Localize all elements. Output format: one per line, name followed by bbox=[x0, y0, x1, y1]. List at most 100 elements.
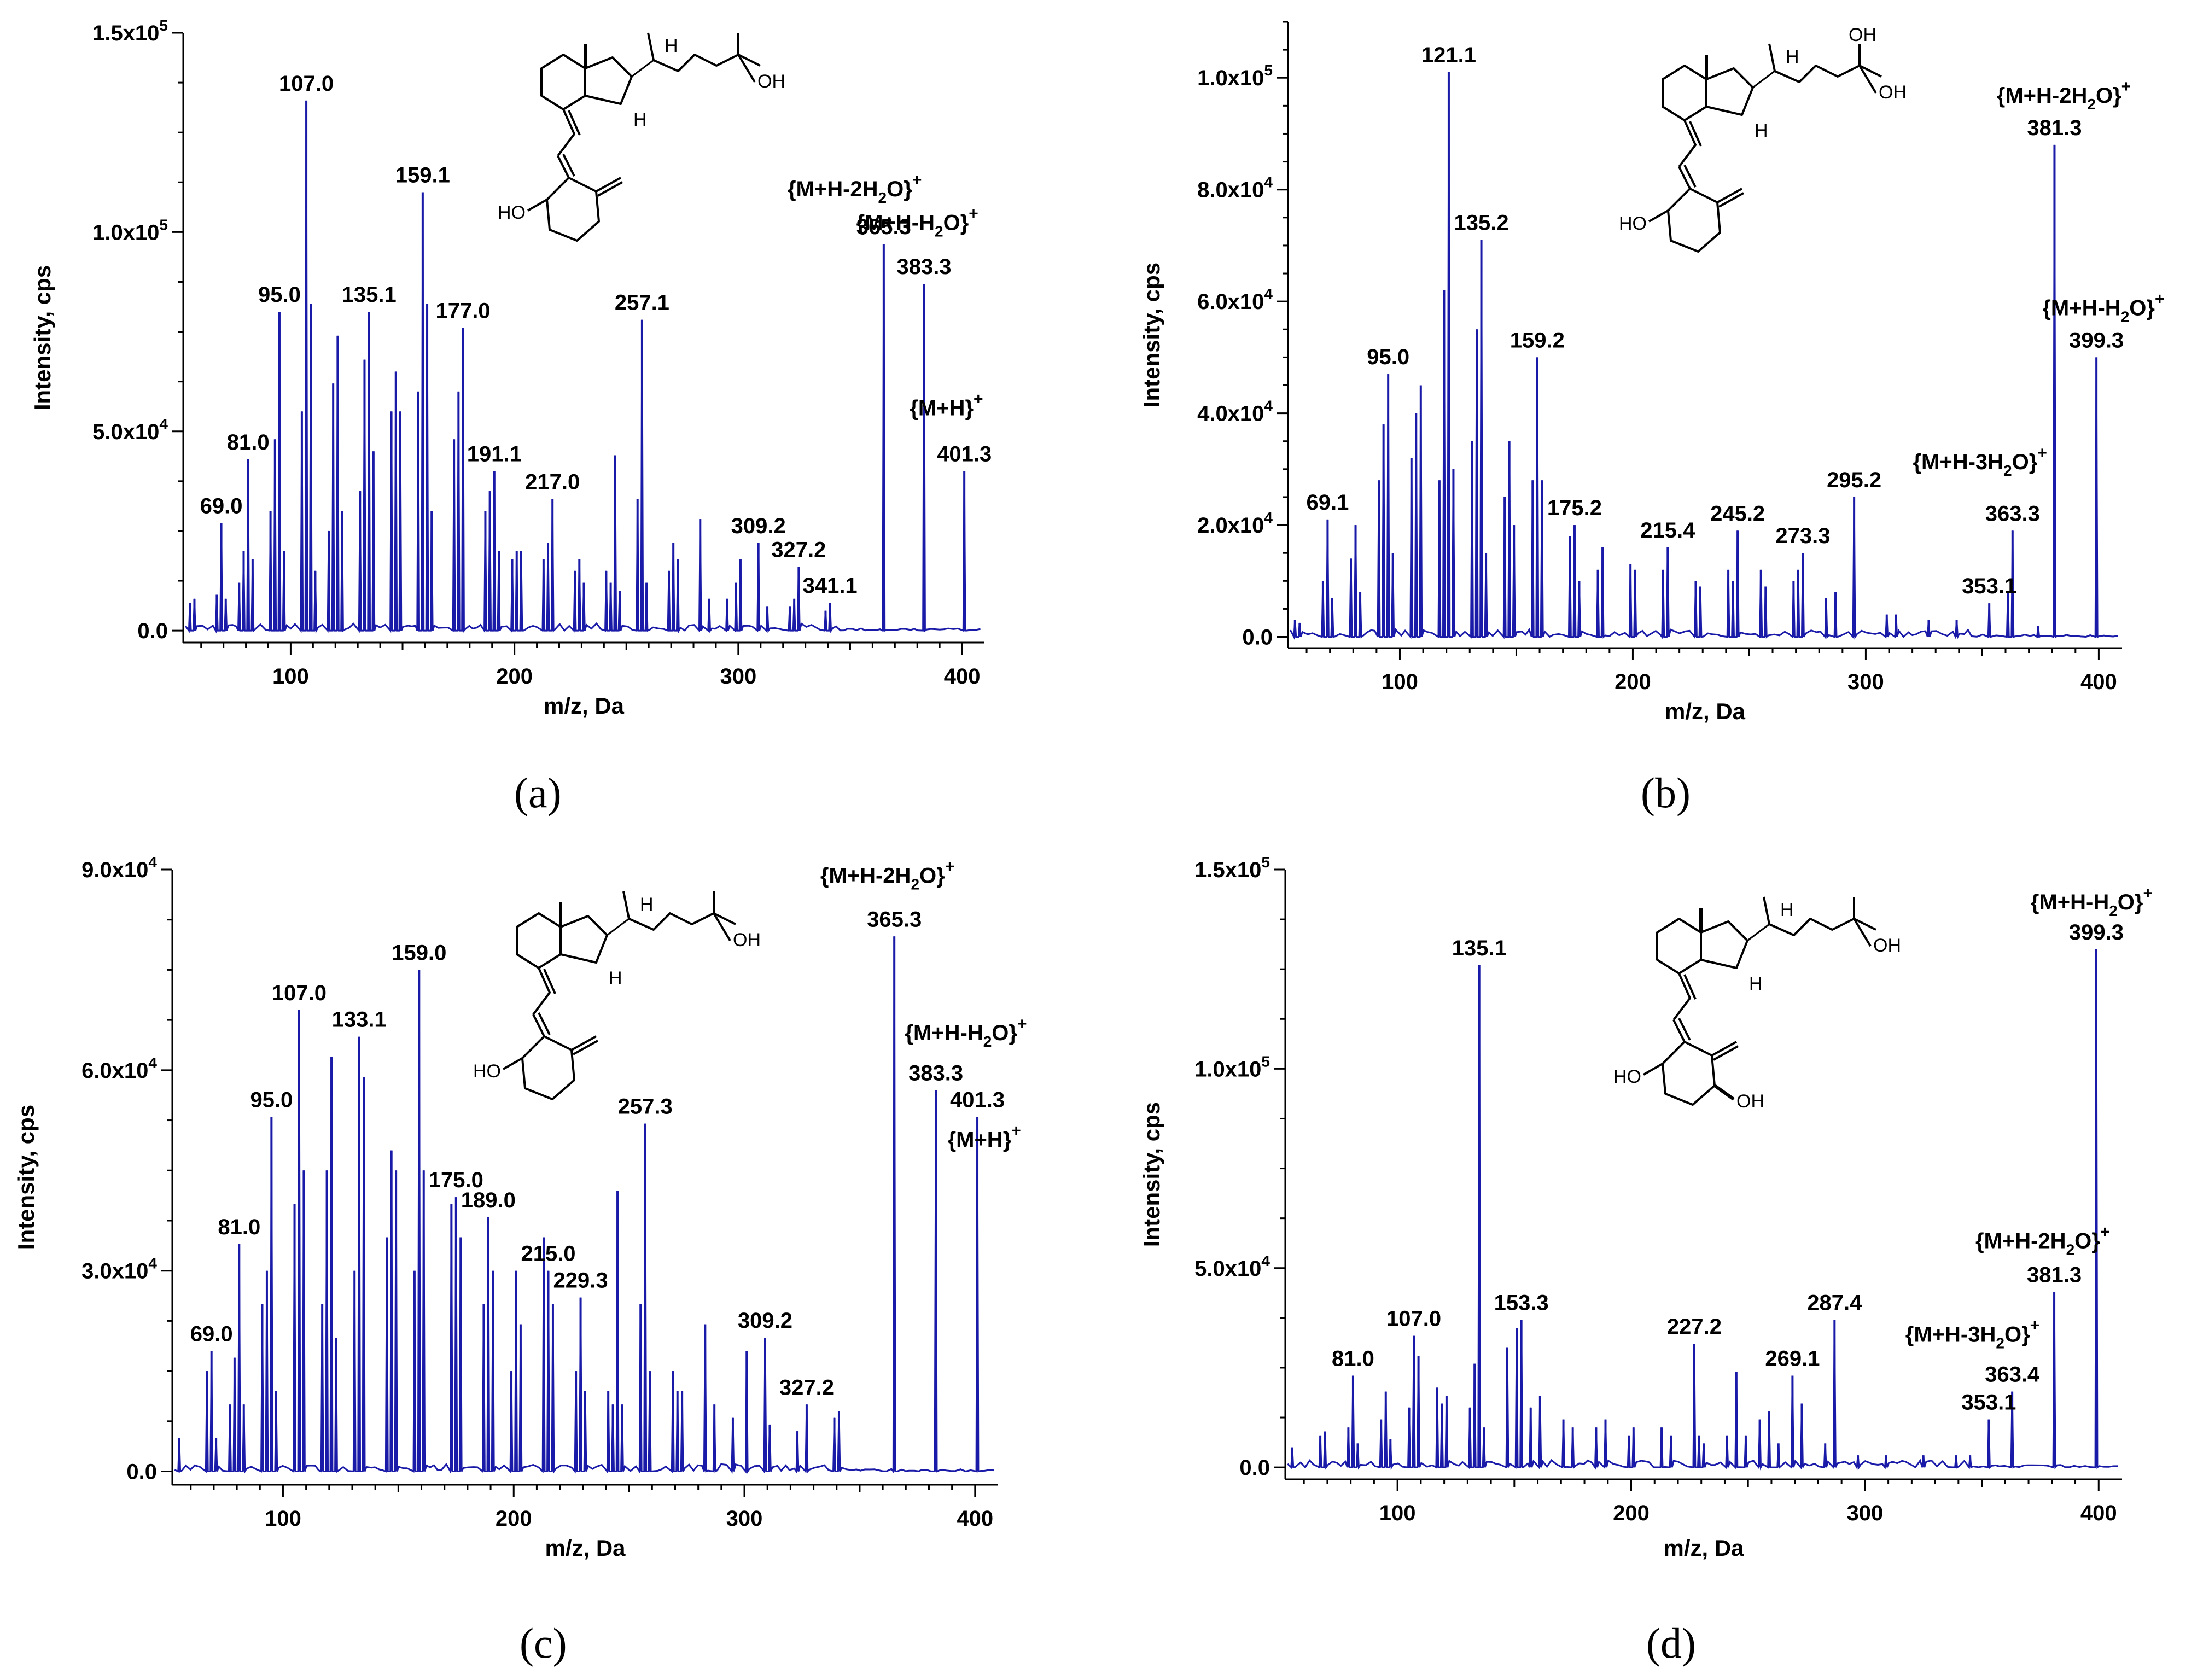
peak-label: 287.4 bbox=[1807, 1291, 1862, 1315]
bond bbox=[1858, 65, 1877, 94]
peak-label: 381.3 bbox=[2027, 1263, 2082, 1287]
peak-label: 95.0 bbox=[1367, 345, 1409, 369]
y-tick-label: 1.5x105 bbox=[1194, 854, 1270, 882]
bond bbox=[1667, 188, 1721, 253]
bond bbox=[1700, 920, 1748, 969]
y-tick-label: 8.0x104 bbox=[1197, 174, 1273, 202]
panel-label-c: (c) bbox=[520, 1619, 567, 1667]
peak-label: 215.0 bbox=[521, 1242, 575, 1266]
bond bbox=[628, 912, 736, 931]
panel-label-a: (a) bbox=[514, 769, 562, 816]
x-tick-label: 200 bbox=[496, 664, 533, 689]
peak-label: 95.0 bbox=[250, 1088, 293, 1112]
bond bbox=[1683, 165, 1697, 188]
bond bbox=[1769, 918, 1876, 936]
peak-label: 353.1 bbox=[1961, 1391, 2016, 1415]
peak-label: 107.0 bbox=[279, 72, 334, 96]
bond bbox=[562, 154, 575, 177]
x-tick-label: 200 bbox=[496, 1507, 532, 1531]
peak-label: 327.2 bbox=[779, 1375, 834, 1399]
hydrogen-label: H bbox=[1786, 46, 1799, 67]
bond bbox=[573, 1040, 598, 1055]
hydroxyl-label: OH bbox=[1849, 25, 1876, 45]
bond bbox=[503, 1057, 523, 1070]
ion-annotation: {M+H-2H2O}+ bbox=[1975, 1223, 2109, 1258]
x-tick-label: 400 bbox=[2080, 670, 2117, 694]
peak-label: 135.1 bbox=[342, 283, 397, 307]
peak-label: 189.0 bbox=[461, 1188, 516, 1212]
molecular-structure: H H OH HO bbox=[473, 891, 761, 1100]
bond bbox=[560, 915, 608, 964]
panel-label-b: (b) bbox=[1641, 769, 1691, 816]
peak-label: 227.2 bbox=[1667, 1315, 1722, 1339]
hydroxyl-label: OH bbox=[1736, 1091, 1764, 1112]
bond bbox=[596, 177, 621, 192]
chart-panel-c: 100 200 300 400 0.0 3.0x104 6.0x104 9.0x104 m/z,… bbox=[13, 854, 1027, 1561]
hydroxyl-label: OH bbox=[1873, 935, 1901, 956]
peak-label: 159.0 bbox=[392, 941, 446, 965]
y-tick-label: 4.0x104 bbox=[1197, 398, 1273, 426]
bond bbox=[516, 912, 562, 969]
bond bbox=[543, 969, 556, 994]
ion-annotation: {M+H}+ bbox=[910, 390, 983, 421]
peak-label: 363.4 bbox=[1985, 1363, 2040, 1387]
peak-label: 401.3 bbox=[950, 1088, 1005, 1112]
x-axis-title: m/z, Da bbox=[1665, 698, 1746, 724]
peak-label: 365.3 bbox=[856, 215, 911, 239]
ion-annotation: {M+H-3H2O}+ bbox=[1913, 444, 2047, 479]
bond bbox=[647, 32, 655, 61]
y-tick-label: 1.5x105 bbox=[92, 17, 168, 45]
y-axis-title: Intensity, cps bbox=[30, 265, 55, 410]
hydrogen-label: H bbox=[609, 968, 622, 989]
bond bbox=[622, 891, 630, 919]
y-axis-title: Intensity, cps bbox=[1139, 1102, 1164, 1247]
peak-label: 107.0 bbox=[1386, 1307, 1441, 1331]
peak-label: 191.1 bbox=[467, 442, 522, 466]
peak-label: 257.3 bbox=[618, 1095, 673, 1119]
bond bbox=[1678, 1018, 1691, 1041]
peak-label: 365.3 bbox=[867, 907, 922, 931]
bond bbox=[532, 1014, 545, 1037]
x-tick-label: 400 bbox=[957, 1507, 993, 1531]
bond bbox=[1672, 1019, 1686, 1042]
peak-label: 309.2 bbox=[738, 1309, 792, 1333]
bond bbox=[1672, 973, 1691, 1021]
peak-label: 295.2 bbox=[1827, 468, 1881, 492]
peak-label: 69.0 bbox=[200, 494, 243, 518]
peak-label: 133.1 bbox=[332, 1008, 387, 1032]
peak-label: 81.0 bbox=[227, 430, 270, 454]
peak-label: 159.2 bbox=[1510, 328, 1565, 352]
bond bbox=[1648, 209, 1669, 223]
y-tick-label: 0.0 bbox=[1242, 626, 1273, 650]
x-tick-label: 300 bbox=[726, 1507, 763, 1531]
panel-label-d: (d) bbox=[1646, 1619, 1696, 1667]
hydroxyl-label: OH bbox=[1879, 82, 1907, 103]
peak-label: 363.3 bbox=[1985, 501, 2040, 526]
peak-label: 353.1 bbox=[1962, 574, 2016, 598]
bond bbox=[1678, 166, 1691, 189]
peak-label: 135.1 bbox=[1452, 936, 1507, 960]
hydrogen-label: H bbox=[640, 894, 654, 915]
y-tick-label: 3.0x104 bbox=[81, 1255, 157, 1284]
bond bbox=[557, 155, 570, 178]
peak-label: 217.0 bbox=[525, 470, 580, 494]
bond bbox=[1713, 1045, 1739, 1061]
bond bbox=[527, 199, 547, 212]
spectrum-trace bbox=[174, 936, 994, 1475]
peak-label: 69.0 bbox=[190, 1322, 233, 1346]
ion-annotation: {M+H-H2O}+ bbox=[2042, 290, 2164, 325]
peak-label: 381.3 bbox=[2027, 116, 2082, 140]
bond bbox=[1689, 121, 1702, 147]
y-axis-title: Intensity, cps bbox=[1139, 262, 1164, 407]
y-tick-label: 2.0x104 bbox=[1197, 509, 1273, 538]
molecular-structure: H H OH HO OH bbox=[1619, 25, 1907, 253]
x-tick-label: 200 bbox=[1615, 670, 1651, 694]
y-tick-label: 1.0x105 bbox=[1197, 62, 1273, 90]
bond bbox=[1774, 65, 1882, 83]
hydrogen-label: H bbox=[1755, 120, 1768, 141]
hydroxyl-label: HO bbox=[473, 1061, 501, 1082]
peak-label: 309.2 bbox=[731, 514, 786, 538]
ion-annotation: {M+H-2H2O}+ bbox=[788, 171, 922, 206]
ion-annotation: {M+H-2H2O}+ bbox=[820, 858, 954, 892]
